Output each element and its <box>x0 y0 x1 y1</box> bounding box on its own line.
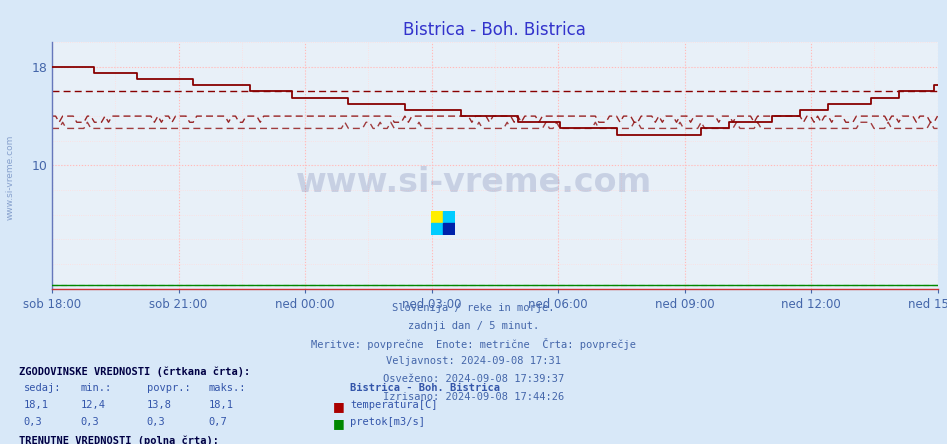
Bar <box>443 211 455 223</box>
Bar <box>443 223 455 235</box>
Text: zadnji dan / 5 minut.: zadnji dan / 5 minut. <box>408 321 539 331</box>
Text: 0,3: 0,3 <box>24 417 43 427</box>
Text: 18,1: 18,1 <box>208 400 233 410</box>
Text: 0,7: 0,7 <box>208 417 227 427</box>
Text: 18,1: 18,1 <box>24 400 48 410</box>
Text: Slovenija / reke in morje.: Slovenija / reke in morje. <box>392 303 555 313</box>
Text: TRENUTNE VREDNOSTI (polna črta):: TRENUTNE VREDNOSTI (polna črta): <box>19 436 219 444</box>
Bar <box>431 223 443 235</box>
Text: maks.:: maks.: <box>208 383 246 393</box>
Text: ■: ■ <box>333 417 345 430</box>
Text: povpr.:: povpr.: <box>147 383 190 393</box>
Text: Bistrica - Boh. Bistrica: Bistrica - Boh. Bistrica <box>350 383 500 393</box>
Text: 12,4: 12,4 <box>80 400 105 410</box>
Text: www.si-vreme.com: www.si-vreme.com <box>6 135 15 220</box>
Text: pretok[m3/s]: pretok[m3/s] <box>350 417 425 427</box>
Text: Osveženo: 2024-09-08 17:39:37: Osveženo: 2024-09-08 17:39:37 <box>383 374 564 384</box>
Text: 13,8: 13,8 <box>147 400 171 410</box>
Text: Meritve: povprečne  Enote: metrične  Črta: povprečje: Meritve: povprečne Enote: metrične Črta:… <box>311 338 636 350</box>
Text: 0,3: 0,3 <box>80 417 99 427</box>
Text: sedaj:: sedaj: <box>24 383 62 393</box>
Text: ■: ■ <box>333 400 345 413</box>
Text: www.si-vreme.com: www.si-vreme.com <box>295 166 652 198</box>
Title: Bistrica - Boh. Bistrica: Bistrica - Boh. Bistrica <box>403 21 586 39</box>
Text: min.:: min.: <box>80 383 112 393</box>
Text: Veljavnost: 2024-09-08 17:31: Veljavnost: 2024-09-08 17:31 <box>386 356 561 366</box>
Text: 0,3: 0,3 <box>147 417 166 427</box>
Text: Izrisano: 2024-09-08 17:44:26: Izrisano: 2024-09-08 17:44:26 <box>383 392 564 402</box>
Text: temperatura[C]: temperatura[C] <box>350 400 438 410</box>
Text: ZGODOVINSKE VREDNOSTI (črtkana črta):: ZGODOVINSKE VREDNOSTI (črtkana črta): <box>19 366 250 377</box>
Bar <box>431 211 443 223</box>
